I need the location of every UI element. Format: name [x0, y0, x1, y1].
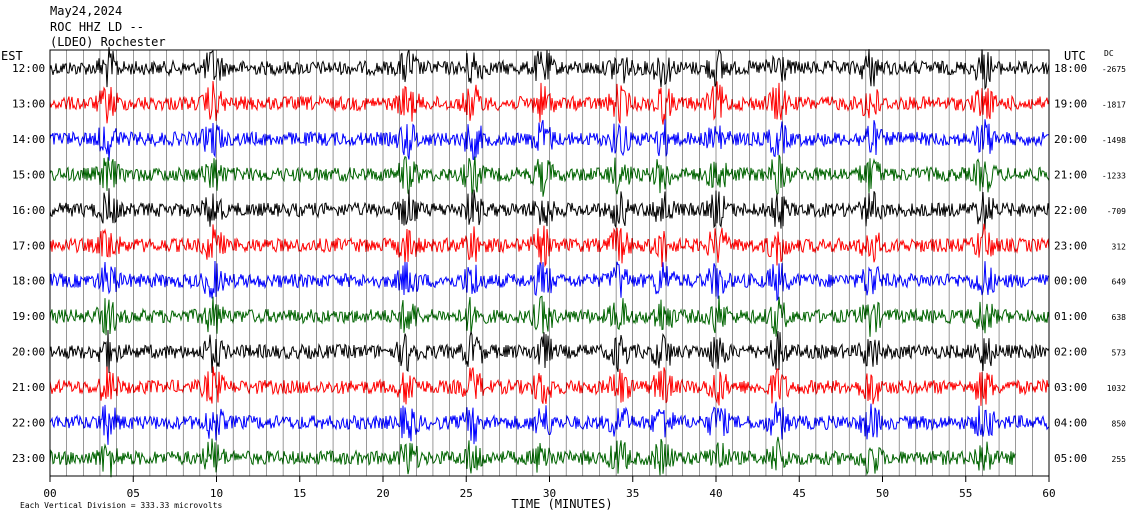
dc-label: 850 [1112, 420, 1127, 429]
header-date: May24,2024 [50, 4, 122, 18]
utc-label: 04:00 [1054, 417, 1087, 430]
header-station: ROC HHZ LD -- [50, 20, 144, 34]
dc-label: 573 [1112, 349, 1127, 358]
dc-label: -1817 [1102, 100, 1126, 109]
est-label: 14:00 [12, 133, 45, 146]
right-axis-label: UTC [1064, 49, 1086, 63]
utc-label: 19:00 [1054, 97, 1087, 110]
x-tick-label: 10 [210, 487, 223, 500]
trace-2300 [49, 436, 1016, 478]
est-label: 21:00 [12, 381, 45, 394]
x-tick-label: 00 [43, 487, 56, 500]
x-tick-label: 40 [709, 487, 722, 500]
utc-label: 00:00 [1054, 275, 1087, 288]
dc-label: 312 [1112, 242, 1127, 251]
est-label: 20:00 [12, 346, 45, 359]
est-label: 13:00 [12, 97, 45, 110]
x-tick-label: 30 [543, 487, 556, 500]
x-tick-label: 35 [626, 487, 639, 500]
x-tick-label: 60 [1042, 487, 1055, 500]
x-axis-ticks: 00 05 10 15 20 25 30 35 40 45 50 55 60 [43, 476, 1056, 500]
header-network: (LDEO) Rochester [50, 35, 166, 49]
dc-label: 1032 [1107, 384, 1126, 393]
dc-label: -2675 [1102, 65, 1126, 74]
dc-label: -1498 [1102, 136, 1126, 145]
est-label: 22:00 [12, 417, 45, 430]
utc-label: 03:00 [1054, 381, 1087, 394]
x-tick-label: 15 [293, 487, 306, 500]
est-label: 18:00 [12, 275, 45, 288]
utc-label: 02:00 [1054, 346, 1087, 359]
utc-label: 01:00 [1054, 310, 1087, 323]
utc-label: 22:00 [1054, 204, 1087, 217]
dc-label: -1233 [1102, 171, 1126, 180]
est-label: 19:00 [12, 310, 45, 323]
dc-label: 255 [1112, 455, 1127, 464]
dc-header: DC [1104, 49, 1114, 58]
left-axis-label: EST [1, 49, 23, 63]
x-tick-label: 45 [793, 487, 806, 500]
utc-label: 18:00 [1054, 62, 1087, 75]
x-tick-label: 20 [376, 487, 389, 500]
dc-label: 649 [1112, 278, 1127, 287]
row-labels: 12:00 18:00 -2675 13:00 19:00 -1817 14:00 20:00… [12, 62, 1126, 465]
x-axis-label: TIME (MINUTES) [511, 497, 612, 511]
est-label: 17:00 [12, 239, 45, 252]
x-tick-label: 05 [127, 487, 140, 500]
est-label: 16:00 [12, 204, 45, 217]
dc-label: 638 [1112, 313, 1127, 322]
utc-label: 23:00 [1054, 239, 1087, 252]
minute-grid [66, 50, 1033, 476]
est-label: 15:00 [12, 168, 45, 181]
dc-label: -709 [1107, 207, 1126, 216]
x-tick-label: 50 [876, 487, 889, 500]
footer-scale: Each Vertical Division = 333.33 microvol… [20, 501, 222, 510]
x-tick-label: 55 [959, 487, 972, 500]
utc-label: 21:00 [1054, 168, 1087, 181]
est-label: 23:00 [12, 452, 45, 465]
utc-label: 05:00 [1054, 452, 1087, 465]
x-tick-label: 25 [460, 487, 473, 500]
est-label: 12:00 [12, 62, 45, 75]
utc-label: 20:00 [1054, 133, 1087, 146]
